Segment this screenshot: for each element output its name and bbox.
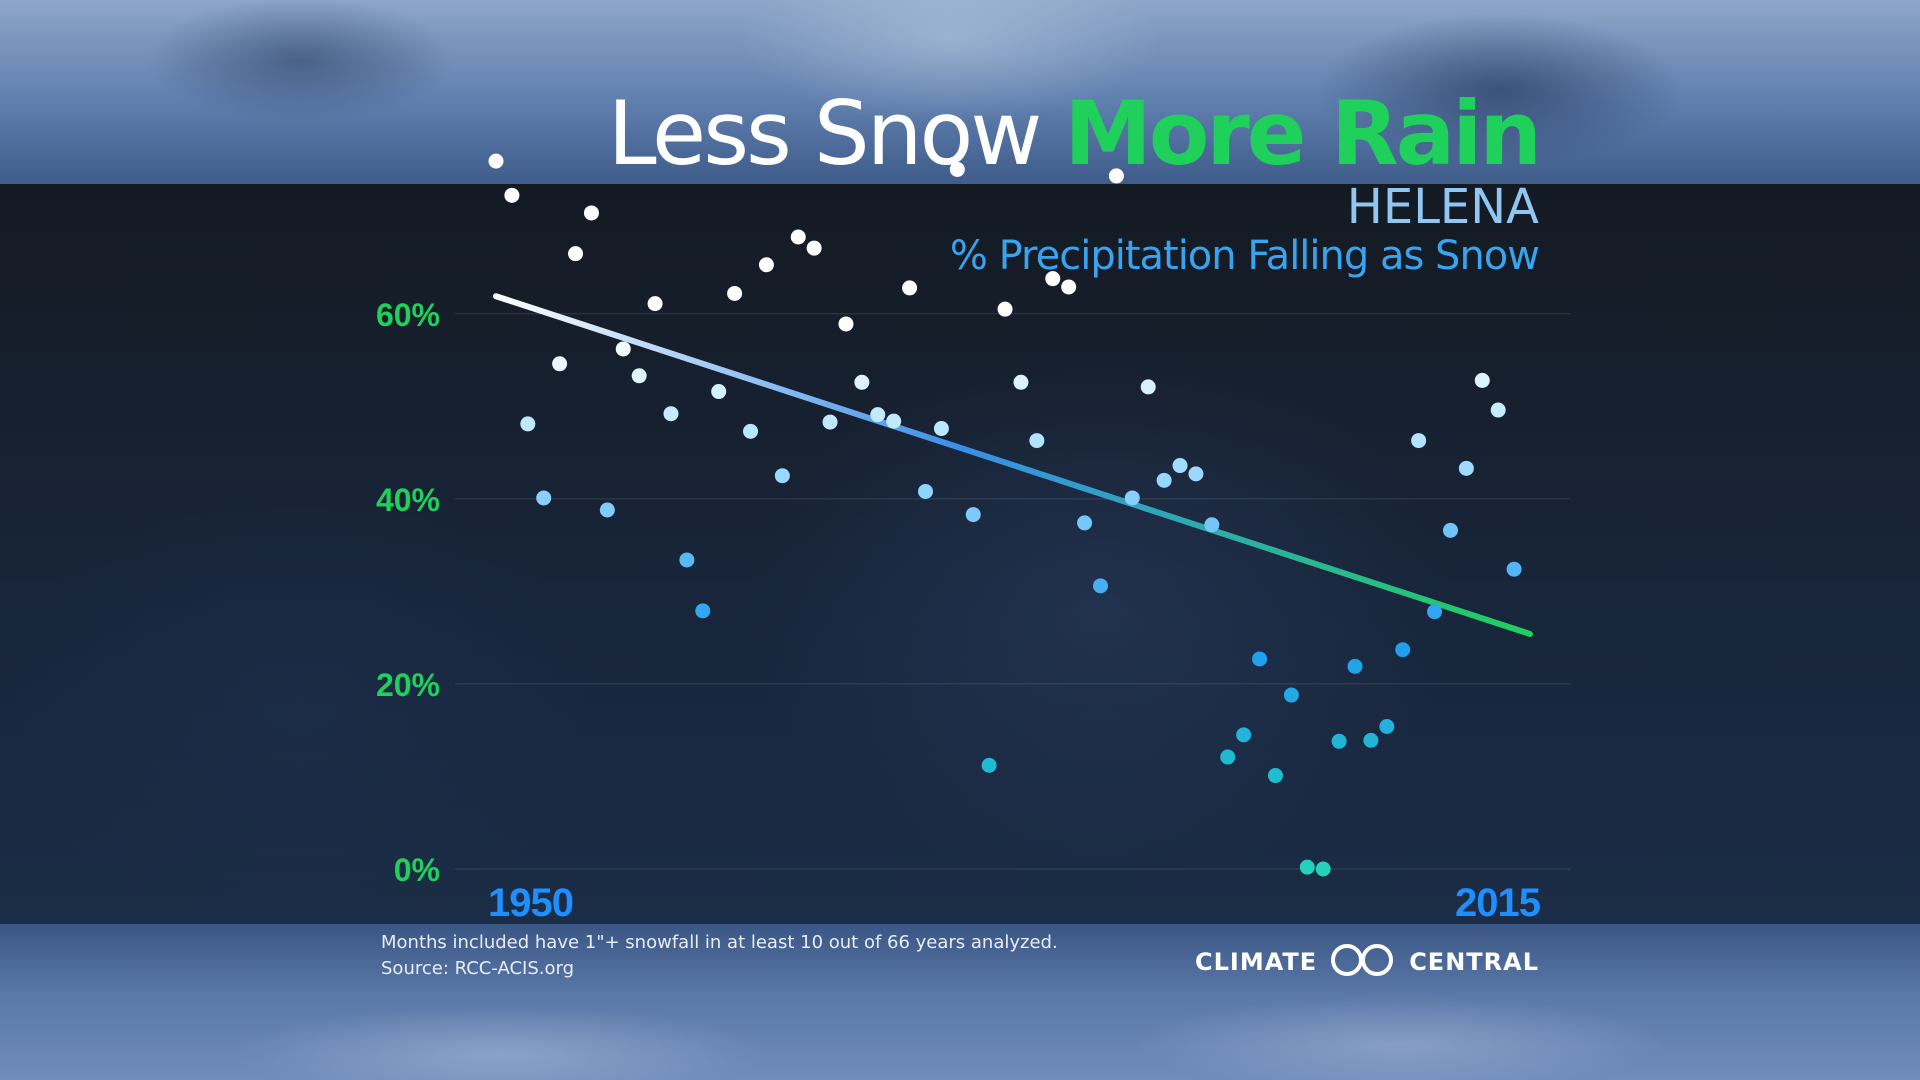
data-point (1363, 732, 1379, 748)
data-point (1347, 658, 1363, 674)
y-tick-label: 60% (376, 297, 440, 333)
data-point (1411, 433, 1427, 449)
data-point (981, 757, 997, 773)
data-point (1236, 727, 1252, 743)
data-point (1395, 642, 1411, 658)
data-point (1188, 466, 1204, 482)
data-point (1061, 279, 1077, 295)
data-point (695, 603, 711, 619)
data-point (599, 502, 615, 518)
title-more-rain: More Rain (1064, 82, 1542, 185)
data-point (1029, 433, 1045, 449)
climate-central-logo-icon (1327, 942, 1399, 982)
data-point (838, 316, 854, 332)
data-point (536, 490, 552, 506)
data-point (647, 296, 663, 312)
trend-line (493, 293, 1533, 637)
data-point (615, 341, 631, 357)
data-point (1045, 271, 1061, 287)
y-tick-label: 0% (394, 852, 440, 888)
data-point (1331, 733, 1347, 749)
data-point (1124, 490, 1140, 506)
data-point (758, 257, 774, 273)
data-point (886, 413, 902, 429)
data-point (870, 407, 886, 423)
data-point (1299, 859, 1315, 875)
y-tick-label: 20% (376, 667, 440, 703)
data-point (1283, 687, 1299, 703)
data-point (1474, 372, 1490, 388)
data-point (1315, 861, 1331, 877)
logo-text-central: CENTRAL (1409, 948, 1539, 976)
metric-subtitle: % Precipitation Falling as Snow (949, 233, 1540, 279)
data-point (1252, 651, 1268, 667)
data-point (965, 507, 981, 523)
data-point (504, 187, 520, 203)
logo-text-climate: CLIMATE (1194, 948, 1318, 976)
city-subtitle: HELENA (1346, 179, 1539, 235)
data-point (663, 406, 679, 422)
data-point (1172, 458, 1188, 474)
data-point (1140, 379, 1156, 395)
data-point (918, 483, 934, 499)
climate-central-logo: CLIMATE CENTRAL (1195, 942, 1539, 982)
data-point (949, 161, 965, 177)
data-point (743, 423, 759, 439)
data-point (552, 356, 568, 372)
rainy-window-background (0, 0, 1920, 184)
x-tick-label: 1950 (488, 881, 573, 925)
data-point (790, 229, 806, 245)
data-point (727, 285, 743, 301)
data-point (568, 246, 584, 262)
data-point (711, 384, 727, 400)
x-tick-label: 2015 (1455, 881, 1541, 925)
snow-background (0, 924, 1920, 1080)
footnote: Months included have 1"+ snowfall in at … (381, 930, 1058, 982)
data-point (1220, 749, 1236, 765)
data-point (1156, 472, 1172, 488)
data-point (902, 280, 918, 296)
chart-title: Less Snow More Rain (608, 90, 1542, 178)
data-point (1427, 604, 1443, 620)
data-point (1013, 374, 1029, 390)
data-point (1442, 522, 1458, 538)
data-point (933, 421, 949, 437)
data-point (822, 414, 838, 430)
data-point (854, 374, 870, 390)
data-point (1458, 460, 1474, 476)
data-point (583, 205, 599, 221)
footnote-criteria: Months included have 1"+ snowfall in at … (381, 932, 1058, 953)
data-point (1108, 168, 1124, 184)
y-tick-label: 40% (376, 482, 440, 518)
data-point (1267, 768, 1283, 784)
data-point (997, 301, 1013, 317)
data-point (488, 153, 504, 169)
data-point (1379, 718, 1395, 734)
data-point (1490, 402, 1506, 418)
data-point (1092, 578, 1108, 594)
title-less-snow: Less Snow (607, 82, 1065, 185)
data-point (1506, 561, 1522, 577)
data-point (520, 416, 536, 432)
data-point (1204, 517, 1220, 533)
data-point (679, 552, 695, 568)
data-point (806, 240, 822, 256)
data-point (1077, 515, 1093, 531)
footnote-source: Source: RCC-ACIS.org (381, 958, 574, 979)
data-point (631, 368, 647, 384)
data-point (774, 468, 790, 484)
chart-panel (0, 184, 1920, 924)
